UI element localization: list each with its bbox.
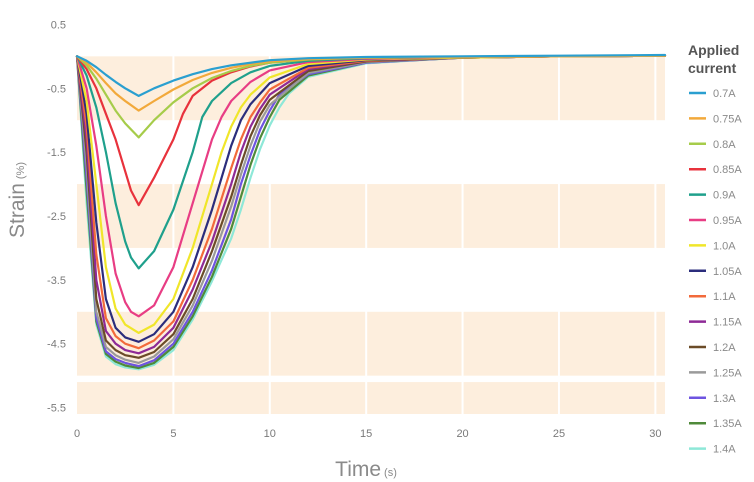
legend-label: 0.75A bbox=[713, 113, 742, 125]
legend-label: 0.9A bbox=[713, 190, 736, 202]
legend-label: 0.7A bbox=[713, 88, 736, 100]
series-line-0.7A bbox=[75, 53, 667, 97]
band bbox=[77, 184, 665, 248]
x-tick-label: 25 bbox=[553, 428, 565, 440]
legend-label: 1.15A bbox=[713, 317, 742, 329]
legend-label: 0.8A bbox=[713, 139, 736, 151]
y-tick-label: -2.5 bbox=[47, 211, 66, 223]
x-tick-label: 10 bbox=[264, 428, 276, 440]
legend-label: 1.1A bbox=[713, 291, 736, 303]
legend-label: 0.95A bbox=[713, 215, 742, 227]
legend-label: 1.2A bbox=[713, 342, 736, 354]
y-axis-ticks: 0.5 -0.5 -1.5 -2.5 -3.5 -4.5 -5.5 bbox=[47, 19, 66, 414]
y-tick-label: -3.5 bbox=[47, 275, 66, 287]
y-tick-label: -0.5 bbox=[47, 83, 66, 95]
series-lines bbox=[75, 53, 667, 371]
x-tick-label: 0 bbox=[74, 428, 80, 440]
band bbox=[77, 382, 665, 414]
y-axis-title: Strain(%) bbox=[6, 162, 29, 238]
y-tick-label: -1.5 bbox=[47, 147, 66, 159]
legend-label: 1.3A bbox=[713, 393, 736, 405]
y-tick-label: -4.5 bbox=[47, 339, 66, 351]
legend-label: 1.25A bbox=[713, 367, 742, 379]
legend: Applied current 0.7A0.75A0.8A0.85A0.9A0.… bbox=[688, 42, 742, 456]
y-tick-label: -5.5 bbox=[47, 403, 66, 415]
x-tick-label: 15 bbox=[360, 428, 372, 440]
legend-label: 1.4A bbox=[713, 444, 736, 456]
legend-label: 1.0A bbox=[713, 240, 736, 252]
y-tick-label: 0.5 bbox=[51, 19, 66, 31]
legend-label: 1.35A bbox=[713, 418, 742, 430]
legend-title-line-1: Applied bbox=[688, 42, 739, 58]
x-tick-label: 5 bbox=[170, 428, 176, 440]
x-axis-title: Time (s) bbox=[335, 458, 397, 481]
legend-label: 1.05A bbox=[713, 266, 742, 278]
x-tick-label: 20 bbox=[456, 428, 468, 440]
x-tick-label: 30 bbox=[649, 428, 661, 440]
legend-label: 0.85A bbox=[713, 164, 742, 176]
legend-items: 0.7A 0.75A 0.8A 0.85A 0.9A 0.95A 1.0A 1.05A 1.1A… bbox=[689, 88, 742, 456]
legend-title-line-2: current bbox=[688, 60, 737, 76]
x-axis-ticks: 0 5 10 15 20 25 30 bbox=[74, 428, 662, 440]
